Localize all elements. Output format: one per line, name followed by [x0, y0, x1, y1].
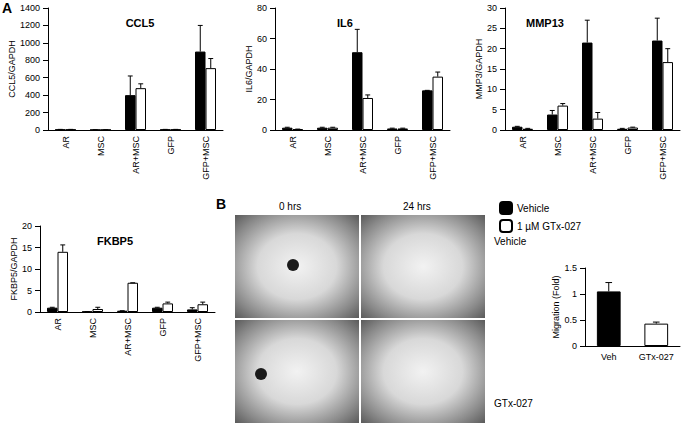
- svg-text:0: 0: [492, 125, 497, 135]
- svg-text:AR+MSC: AR+MSC: [358, 136, 368, 174]
- svg-text:1.5: 1.5: [564, 263, 577, 273]
- svg-text:CCL5: CCL5: [126, 17, 155, 29]
- svg-text:5: 5: [492, 105, 497, 115]
- svg-text:0: 0: [27, 307, 32, 317]
- svg-text:1200: 1200: [20, 20, 40, 30]
- svg-text:GFP: GFP: [158, 318, 168, 337]
- svg-text:AR: AR: [53, 318, 63, 331]
- svg-text:0: 0: [262, 125, 267, 135]
- svg-text:AR+MSC: AR+MSC: [588, 136, 598, 174]
- html-text:24 hrs: 24 hrs: [403, 201, 431, 212]
- html-text:A: A: [2, 0, 13, 16]
- svg-text:600: 600: [25, 73, 40, 83]
- svg-text:AR: AR: [61, 136, 71, 149]
- html-text:GTx-027: GTx-027: [494, 398, 533, 409]
- svg-text:15: 15: [487, 64, 497, 74]
- svg-text:20: 20: [487, 44, 497, 54]
- svg-text:1 µM GTx-027: 1 µM GTx-027: [517, 221, 582, 232]
- svg-text:GFP: GFP: [623, 136, 633, 155]
- svg-text:25: 25: [487, 23, 497, 33]
- svg-text:1000: 1000: [20, 38, 40, 48]
- svg-text:GFP+MSC: GFP+MSC: [193, 318, 203, 362]
- svg-text:GFP: GFP: [393, 136, 403, 155]
- svg-text:GFP+MSC: GFP+MSC: [428, 136, 438, 180]
- svg-text:20: 20: [22, 221, 32, 231]
- svg-text:Migration (Fold): Migration (Fold): [551, 275, 561, 338]
- svg-text:15: 15: [22, 243, 32, 253]
- svg-text:5: 5: [27, 286, 32, 296]
- svg-text:AR: AR: [288, 136, 298, 149]
- svg-text:0.5: 0.5: [564, 315, 577, 325]
- svg-text:GFP: GFP: [166, 136, 176, 155]
- svg-text:40: 40: [257, 64, 267, 74]
- svg-text:Vehicle: Vehicle: [517, 203, 550, 214]
- svg-text:IL6/GAPDH: IL6/GAPDH: [244, 45, 254, 92]
- svg-text:Veh: Veh: [601, 352, 617, 362]
- svg-text:FKBP5/GAPDH: FKBP5/GAPDH: [9, 237, 19, 300]
- svg-text:0: 0: [35, 125, 40, 135]
- svg-text:IL6: IL6: [337, 17, 353, 29]
- svg-text:1: 1: [572, 289, 577, 299]
- svg-text:FKBP5: FKBP5: [97, 235, 133, 247]
- svg-text:30: 30: [487, 3, 497, 13]
- svg-text:60: 60: [257, 34, 267, 44]
- svg-text:10: 10: [22, 264, 32, 274]
- svg-text:10: 10: [487, 84, 497, 94]
- svg-text:400: 400: [25, 90, 40, 100]
- svg-text:20: 20: [257, 95, 267, 105]
- svg-text:GTx-027: GTx-027: [639, 352, 674, 362]
- svg-text:CCL5/GAPDH: CCL5/GAPDH: [7, 40, 17, 98]
- svg-text:MSC: MSC: [553, 136, 563, 157]
- svg-text:1400: 1400: [20, 3, 40, 13]
- svg-text:800: 800: [25, 55, 40, 65]
- svg-text:MSC: MSC: [88, 318, 98, 339]
- svg-text:AR+MSC: AR+MSC: [123, 318, 133, 356]
- html-text:0 hrs: 0 hrs: [279, 201, 302, 212]
- svg-text:GFP+MSC: GFP+MSC: [658, 136, 668, 180]
- svg-text:MMP13: MMP13: [526, 17, 564, 29]
- svg-text:GFP+MSC: GFP+MSC: [201, 136, 211, 180]
- svg-text:MSC: MSC: [323, 136, 333, 157]
- svg-text:200: 200: [25, 108, 40, 118]
- html-text:Vehicle: Vehicle: [494, 236, 527, 247]
- html-text:B: B: [216, 196, 227, 212]
- svg-text:MSC: MSC: [96, 136, 106, 157]
- svg-text:MMP3/GAPDH: MMP3/GAPDH: [474, 39, 484, 100]
- svg-text:80: 80: [257, 3, 267, 13]
- svg-text:0: 0: [572, 341, 577, 351]
- svg-text:AR: AR: [518, 136, 528, 149]
- svg-text:AR+MSC: AR+MSC: [131, 136, 141, 174]
